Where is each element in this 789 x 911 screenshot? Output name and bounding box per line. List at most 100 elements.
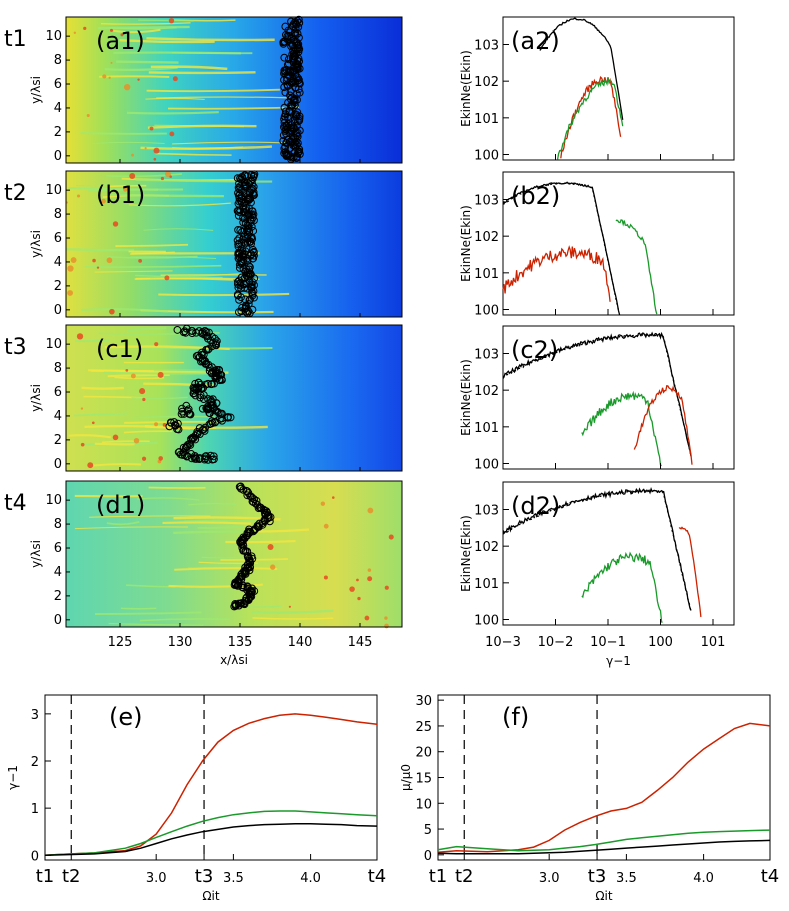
hot-spot — [112, 221, 119, 227]
particle-marker — [213, 337, 221, 346]
particle-marker — [187, 454, 196, 463]
total-spectrum — [539, 17, 624, 120]
filament — [89, 515, 211, 518]
particle-markers — [279, 15, 304, 164]
green-spectrum — [615, 219, 658, 315]
particle-marker — [203, 404, 212, 413]
filament — [97, 25, 190, 30]
particle-marker — [243, 195, 252, 204]
filament — [162, 521, 251, 525]
filament — [94, 442, 135, 446]
hot-spot — [144, 147, 147, 150]
hot-spot — [364, 615, 370, 621]
hot-spot — [110, 61, 113, 64]
total-series-line — [437, 839, 771, 855]
spectrum-x-label: γ−1 — [606, 654, 631, 668]
map-y-label: y/λsi — [29, 230, 43, 258]
particle-marker — [202, 452, 211, 460]
particle-marker — [247, 283, 256, 292]
particle-marker — [241, 219, 250, 227]
hot-spot — [87, 462, 94, 469]
filament — [129, 251, 175, 255]
filament — [93, 141, 165, 144]
filament — [120, 607, 157, 610]
filament — [197, 525, 244, 530]
green-spectrum — [556, 78, 624, 160]
particle-marker — [235, 179, 243, 188]
particle-marker — [245, 309, 254, 318]
particle-marker — [249, 188, 258, 197]
filament — [75, 338, 110, 343]
timeseries-y-label: γ−1 — [6, 765, 20, 790]
timeseries-x-tick-label: 3.5 — [616, 871, 637, 886]
spectrum-x-tick-label: 10−3 — [485, 635, 521, 650]
particle-marker — [243, 547, 252, 556]
spectrum-x-tick-label: 101 — [701, 635, 726, 650]
red-series-line — [437, 722, 771, 854]
particle-marker — [280, 66, 289, 75]
particle-marker — [249, 527, 258, 536]
filament — [150, 276, 223, 279]
spectrum-y-tick-label: 101 — [474, 267, 499, 282]
particle-marker — [282, 138, 291, 147]
filament — [128, 202, 231, 207]
hot-spot — [384, 623, 389, 629]
filament — [135, 178, 273, 183]
particle-marker — [191, 385, 200, 394]
hot-spot — [122, 187, 128, 192]
timeseries-y-tick-label: 25 — [415, 720, 432, 735]
map-y-tick-label: 10 — [45, 337, 62, 352]
hot-spot — [123, 83, 131, 91]
timeseries-x-tick-label: 3.0 — [539, 871, 560, 886]
filament — [174, 567, 278, 571]
panel-label: (e) — [109, 703, 143, 731]
hot-spot — [367, 576, 373, 582]
filament — [115, 243, 189, 247]
row-label: t3 — [4, 335, 27, 360]
hot-spot — [356, 578, 359, 582]
timeseries-x-tick-label: t3 — [195, 866, 214, 887]
timeseries-x-tick-label: 4.0 — [300, 871, 321, 886]
spectrum-y-tick-label: 102 — [474, 230, 499, 245]
filament — [73, 412, 128, 417]
filament — [147, 124, 257, 129]
particle-marker — [173, 425, 181, 433]
map-y-tick-label: 0 — [54, 613, 62, 628]
map-y-tick-label: 4 — [54, 255, 62, 270]
timeseries-frame — [437, 694, 771, 861]
particle-marker — [249, 247, 258, 256]
fit-spectrum — [502, 489, 692, 612]
filament — [95, 611, 202, 616]
filament — [139, 618, 230, 622]
filament — [81, 308, 169, 313]
particle-marker — [289, 54, 298, 63]
spectrum-y-label: EkinNe(Ekin) — [459, 515, 473, 592]
spectrum-y-tick-label: 103 — [474, 348, 499, 363]
spectrum-y-label: EkinNe(Ekin) — [459, 359, 473, 436]
particle-marker — [294, 61, 303, 70]
hot-spot — [137, 78, 140, 81]
filament — [132, 415, 215, 419]
timeseries-y-tick-label: 3 — [31, 708, 39, 723]
hot-spot — [320, 501, 326, 506]
particle-marker — [183, 406, 192, 415]
particle-marker — [196, 380, 205, 389]
timeseries-y-tick-label: 30 — [415, 694, 432, 709]
map-y-tick-label: 0 — [54, 303, 62, 318]
particle-marker — [289, 49, 298, 58]
filament — [138, 19, 194, 22]
map-y-tick-label: 10 — [45, 183, 62, 198]
map-x-tick-label: 125 — [108, 635, 133, 650]
particle-marker — [239, 541, 248, 550]
particle-marker — [295, 88, 304, 97]
map-y-tick-label: 4 — [54, 565, 62, 580]
particle-marker — [294, 15, 303, 24]
particle-marker — [232, 600, 241, 609]
spectrum-frame — [502, 325, 735, 470]
filament — [84, 264, 222, 268]
particle-marker — [237, 273, 246, 282]
particle-marker — [279, 131, 288, 140]
map-panel-1: 0 2 4 6 8 10 y/λsi t1 (a1) — [4, 15, 403, 164]
map-frame — [65, 324, 403, 472]
